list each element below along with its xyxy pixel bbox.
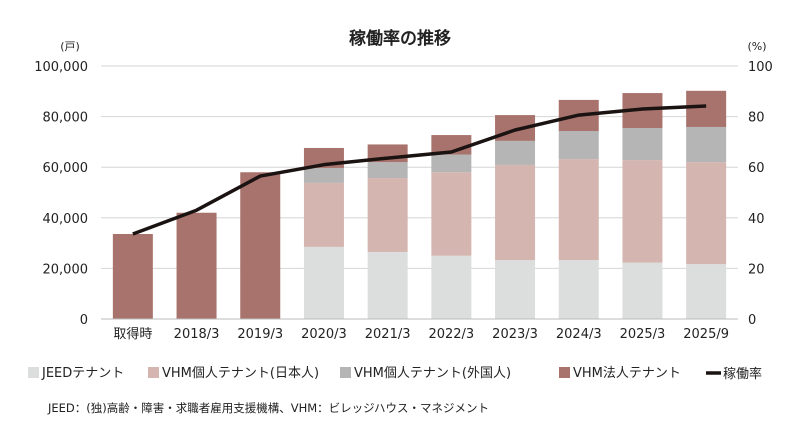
left-axis-unit: (戸) (60, 40, 80, 53)
legend-label: VHM個人テナント(日本人) (162, 366, 319, 381)
legend-swatch (340, 367, 351, 378)
x-tick-label: 2024/3 (556, 327, 602, 342)
left-tick-label: 100,000 (34, 60, 88, 75)
x-tick-label: 2025/3 (620, 327, 666, 342)
bar-segment (686, 162, 727, 265)
footnote: JEED：(独)高齢・障害・求職者雇用支援機構、VHM：ビレッジハウス・マネジメ… (47, 401, 489, 415)
bar-segment (240, 172, 281, 319)
bar-segment (686, 90, 727, 127)
left-tick-label: 20,000 (43, 262, 89, 277)
right-axis-unit: (%) (747, 40, 766, 53)
bar-segment (495, 140, 536, 165)
x-tick-label: 取得時 (113, 326, 152, 342)
bar-segment (686, 264, 727, 319)
x-tick-label: 2022/3 (428, 327, 474, 342)
bar-segment (367, 251, 408, 319)
bar-segment (431, 172, 472, 256)
bar-segment (622, 262, 663, 319)
legend-label: VHM法人テナント (573, 366, 681, 381)
legend-swatch (559, 367, 570, 378)
left-tick-label: 0 (80, 313, 88, 328)
left-tick-label: 40,000 (43, 212, 89, 227)
x-tick-label: 2025/9 (683, 327, 729, 342)
x-tick-label: 2021/3 (365, 327, 411, 342)
legend-swatch (148, 367, 159, 378)
right-tick-label: 20 (748, 262, 765, 277)
right-tick-label: 0 (748, 313, 756, 328)
left-tick-label: 80,000 (43, 111, 89, 126)
bar-segment (367, 178, 408, 252)
left-tick-label: 60,000 (43, 161, 89, 176)
legend-label: VHM個人テナント(外国人) (354, 366, 511, 381)
x-tick-label: 2023/3 (492, 327, 538, 342)
bar-segment (558, 159, 599, 261)
bar-segment (558, 260, 599, 319)
x-tick-label: 2019/3 (237, 327, 283, 342)
bar-segment (495, 260, 536, 319)
bar-segment (622, 127, 663, 161)
bar-segment (112, 233, 153, 319)
bar-segment (495, 164, 536, 261)
bar-segment (686, 126, 727, 163)
chart-title: 稼働率の推移 (349, 28, 451, 49)
bar-segment (176, 212, 217, 319)
bar-segment (303, 167, 344, 183)
legend-label: JEEDテナント (41, 366, 124, 381)
legend-label: 稼働率 (723, 366, 762, 382)
bar-segment (431, 255, 472, 319)
right-tick-label: 80 (748, 111, 765, 126)
x-tick-label: 2020/3 (301, 327, 347, 342)
x-tick-label: 2018/3 (174, 327, 220, 342)
legend-swatch (28, 367, 39, 378)
right-tick-label: 40 (748, 212, 765, 227)
right-tick-label: 60 (748, 161, 765, 176)
bar-segment (558, 131, 599, 160)
right-tick-label: 100 (748, 60, 773, 75)
bar-segment (303, 246, 344, 319)
bar-segment (622, 160, 663, 263)
bar-segment (367, 162, 408, 179)
bar-segment (303, 182, 344, 247)
occupancy-line (132, 104, 707, 236)
bar-segment (431, 154, 472, 173)
